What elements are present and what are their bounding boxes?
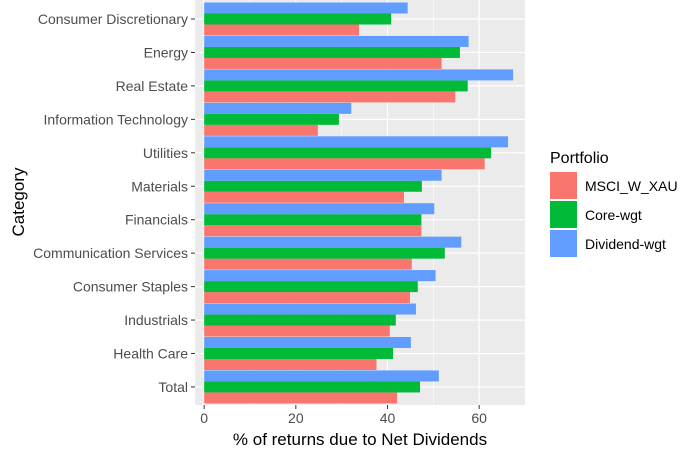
legend-label: Core-wgt [585, 207, 642, 223]
bar [204, 203, 435, 215]
bar [204, 13, 392, 25]
bar [204, 225, 422, 237]
y-axis: Consumer Discretionary Energy Real Estate I… [33, 11, 195, 395]
bar [204, 337, 411, 348]
y-tick-label: Real Estate [116, 78, 189, 94]
y-tick-label: Industrials [124, 312, 188, 328]
bar [204, 270, 436, 282]
x-tick-label: 60 [471, 410, 487, 426]
bar [204, 147, 492, 159]
y-tick-label: Energy [144, 44, 188, 60]
y-axis-title: Category [9, 167, 28, 236]
x-tick-label: 40 [380, 410, 396, 426]
legend-swatch [550, 172, 577, 199]
y-tick-label: Communication Services [33, 245, 188, 261]
bar [204, 381, 421, 393]
bar [204, 370, 439, 382]
bar [204, 124, 318, 136]
bar [204, 348, 393, 359]
bar [204, 24, 360, 36]
bar [204, 113, 339, 125]
legend-swatch [550, 230, 577, 257]
bar [204, 102, 352, 114]
legend-label: MSCI_W_XAU [585, 178, 678, 194]
legend-label: Dividend-wgt [585, 236, 666, 252]
bar [204, 247, 445, 259]
bar [204, 325, 390, 337]
y-tick-label: Materials [131, 178, 188, 194]
bar [204, 46, 460, 58]
bar [204, 57, 442, 69]
bar [204, 35, 469, 47]
y-tick-label: Consumer Staples [73, 279, 188, 295]
bar [204, 2, 408, 14]
legend-title: Portfolio [550, 150, 609, 167]
bar [204, 359, 377, 370]
bar [204, 303, 416, 315]
legend-swatch [550, 201, 577, 228]
bar [204, 69, 514, 81]
y-tick-label: Financials [125, 212, 188, 228]
y-tick-label: Health Care [113, 346, 188, 362]
x-axis-title: % of returns due to Net Dividends [233, 430, 487, 449]
y-tick-label: Utilities [143, 145, 188, 161]
x-tick-label: 0 [200, 410, 208, 426]
bar [204, 292, 410, 304]
y-tick-label: Information Technology [44, 111, 189, 127]
bar [204, 80, 468, 92]
bar [204, 392, 398, 404]
x-tick-label: 20 [288, 410, 304, 426]
bar [204, 158, 485, 170]
bars [204, 2, 514, 404]
bar [204, 258, 412, 270]
bar [204, 214, 422, 226]
legend: Portfolio MSCI_W_XAU Core-wgt Dividend-wgt [550, 150, 678, 257]
bar [204, 191, 404, 203]
bar [204, 236, 462, 248]
bar [204, 281, 418, 293]
bar [204, 169, 442, 181]
bar [204, 314, 396, 326]
bar [204, 91, 456, 103]
y-tick-label: Consumer Discretionary [38, 11, 188, 27]
bar [204, 180, 422, 192]
x-axis: 0 20 40 60 [200, 405, 487, 426]
bar [204, 136, 509, 148]
y-tick-label: Total [158, 379, 188, 395]
